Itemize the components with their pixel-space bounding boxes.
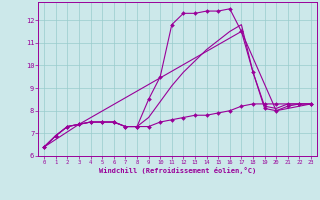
X-axis label: Windchill (Refroidissement éolien,°C): Windchill (Refroidissement éolien,°C) xyxy=(99,167,256,174)
